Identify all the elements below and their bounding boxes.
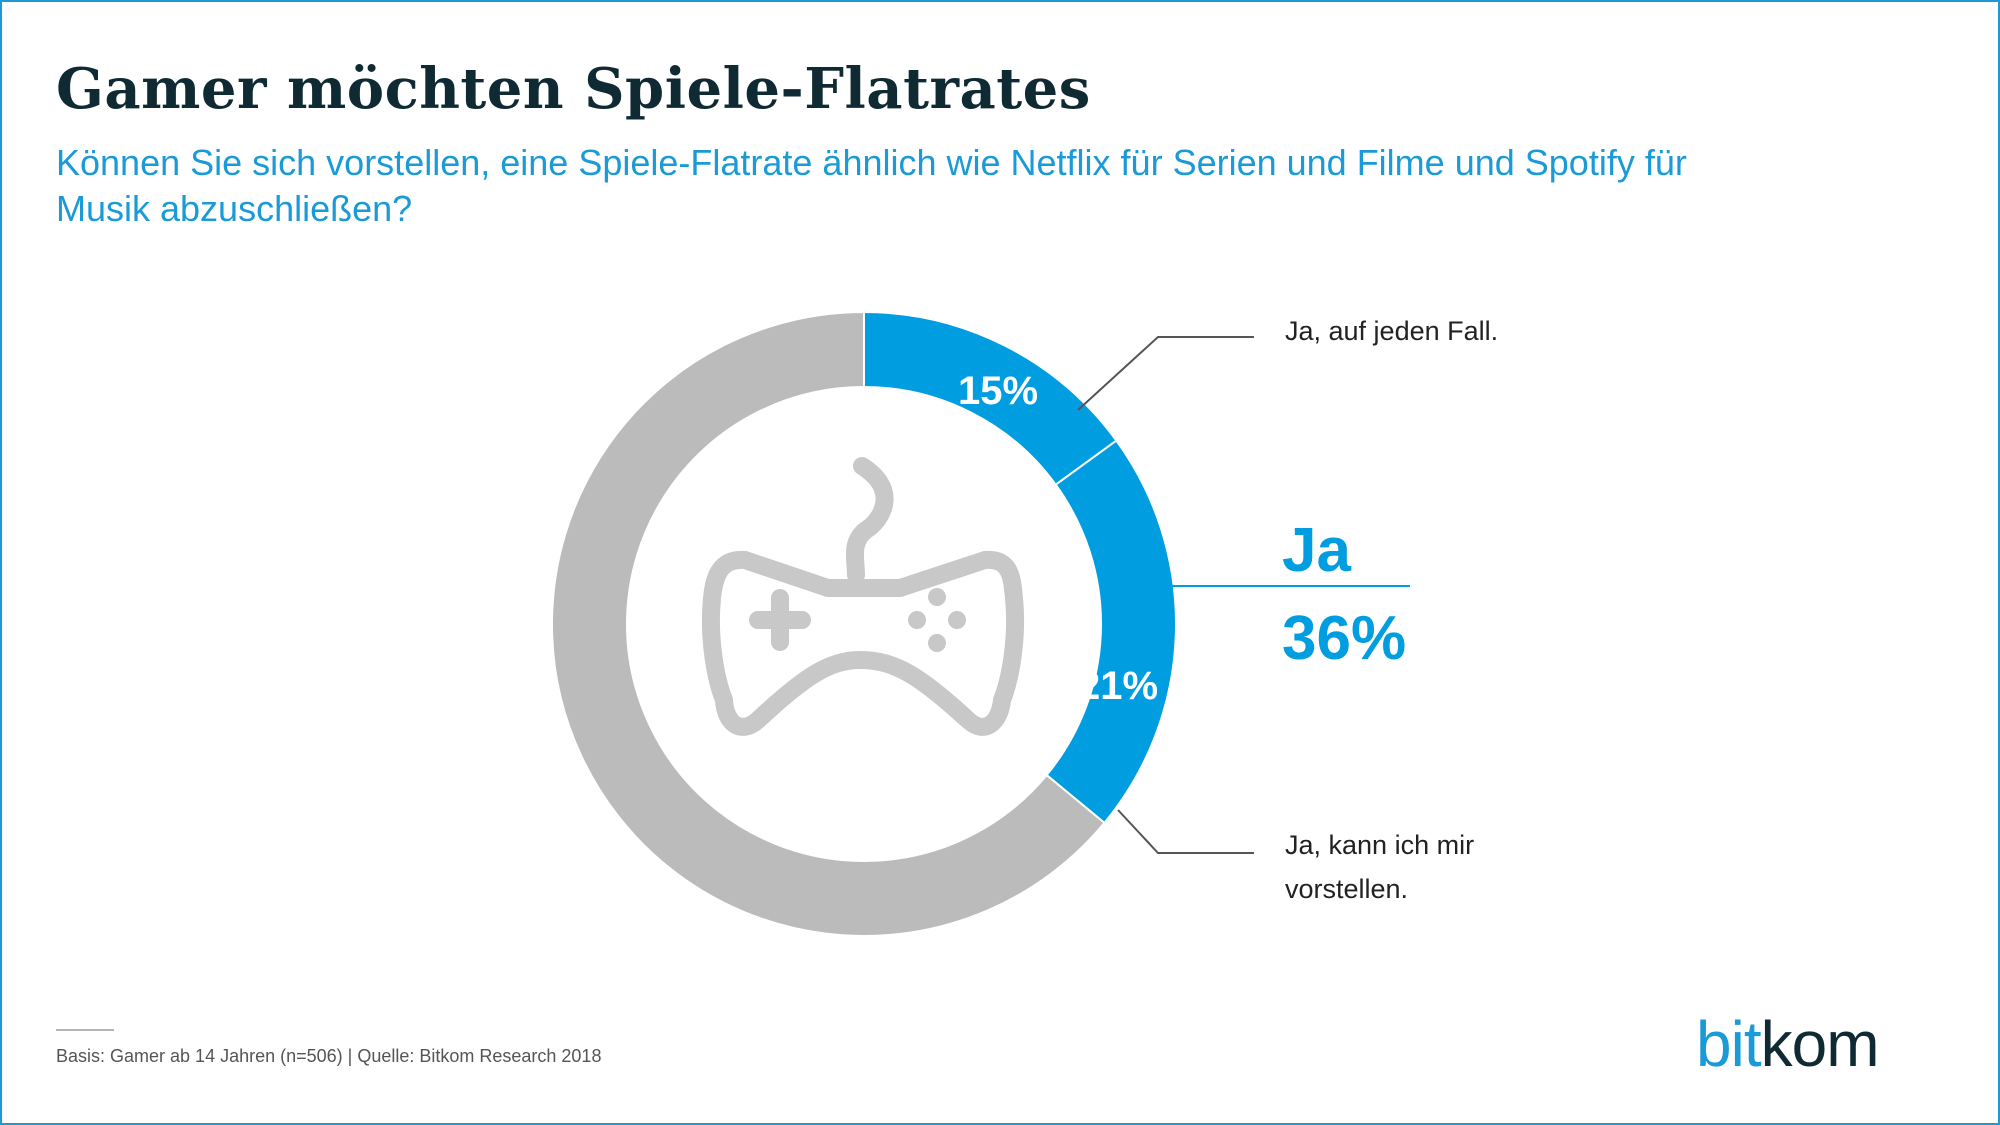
- bitkom-logo: bitkom: [1696, 1012, 1879, 1076]
- leader-line-bottom: [1117, 809, 1254, 854]
- category-label-ja-auf-jeden-fall: Ja, auf jeden Fall.: [1285, 316, 1498, 346]
- summary-label: Ja: [1282, 516, 1351, 585]
- leader-line-top: [1077, 336, 1254, 411]
- chart-subtitle: Können Sie sich vorstellen, eine Spiele-…: [56, 142, 1687, 229]
- donut-slice-1: [1045, 439, 1177, 825]
- donut-slice-2: [551, 310, 1106, 937]
- logo-part-bit: bit: [1696, 1008, 1762, 1080]
- source-note: Basis: Gamer ab 14 Jahren (n=506) | Quel…: [56, 1046, 602, 1066]
- category-label-kann-ich-mir-vorstellen: Ja, kann ich mir vorstellen.: [1285, 830, 1482, 904]
- donut-slices: [551, 310, 1177, 937]
- gamepad-buttons: [908, 588, 966, 652]
- chart-title: Gamer möchten Spiele-Flatrates: [56, 56, 1091, 122]
- gamepad-icon: [701, 457, 1025, 736]
- footer-rule: [56, 1029, 114, 1031]
- logo-part-kom: kom: [1760, 1008, 1880, 1080]
- slice-label-15: 15%: [958, 369, 1038, 413]
- slice-label-21: 21%: [1078, 664, 1158, 708]
- summary-value: 36%: [1282, 604, 1406, 673]
